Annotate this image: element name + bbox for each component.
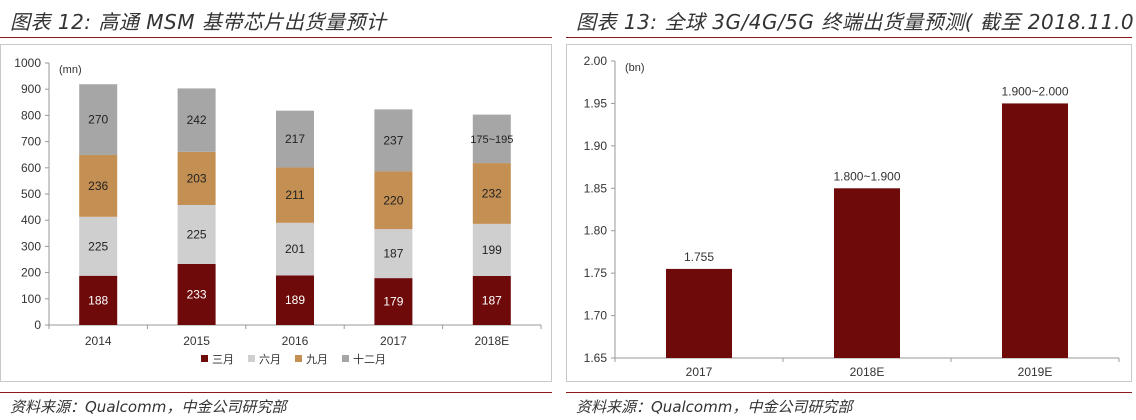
bar [834,188,900,358]
legend-swatch [295,355,302,362]
x-tick-label: 2015 [183,334,210,348]
y-tick-label: 1.95 [584,96,608,110]
data-label: 211 [285,188,304,202]
data-label: 189 [285,293,305,307]
y-tick-label: 800 [21,108,41,122]
legend-swatch [201,355,208,362]
data-label: 237 [383,133,403,147]
y-tick-label: 600 [21,161,41,175]
y-tick-label: 1.85 [584,181,608,195]
y-unit-label: (bn) [625,62,645,74]
data-label: 203 [187,171,207,185]
bar [666,268,732,358]
legend-swatch [342,355,349,362]
data-label: 1.800~1.900 [833,169,900,183]
left-chart-frame: 0 100 200 300 400 500 600 700 800 900 1000 (mn) 2014… [0,44,552,382]
y-tick-label: 1000 [14,56,41,70]
legend-label: 三月 [212,354,234,366]
y-tick-label: 900 [21,82,41,96]
y-tick-label: 100 [21,292,41,306]
bar-segment [472,276,511,325]
y-tick-label: 0 [34,318,41,332]
y-tick-label: 1.80 [584,224,608,238]
bar-segment [374,278,413,325]
x-tick-label: 2017 [686,365,713,379]
bar-segment [79,275,118,325]
bar-segment [276,110,314,168]
y-tick-label: 500 [21,187,41,201]
y-tick-label: 300 [21,239,41,253]
x-tick-label: 2018E [474,334,509,348]
data-label: 217 [285,132,305,146]
x-tick-label: 2019E [1018,365,1053,379]
bar-segment [177,205,216,264]
data-label: 175~195 [470,134,513,146]
y-unit-label: (mn) [59,64,82,76]
x-tick-label: 2017 [380,334,407,348]
data-label: 1.900~2.000 [1001,84,1068,98]
right-figure-panel: 图表 13: 全球 3G/4G/5G 终端出货量预测( 截至 2018.11.0… [566,0,1136,420]
bar-segment [79,216,118,276]
bar-segment [177,263,216,325]
bar-segment [276,222,314,276]
x-tick-label: 2016 [282,334,309,348]
y-tick-label: 1.75 [584,266,608,280]
data-label: 201 [285,242,305,256]
y-tick-label: 2.00 [584,54,608,68]
right-figure-title: 图表 13: 全球 3G/4G/5G 终端出货量预测( 截至 2018.11.0… [576,10,1136,34]
legend-swatch [248,355,255,362]
bar-segment [472,114,511,164]
data-label: 242 [187,113,207,127]
legend-label: 六月 [259,353,281,366]
left-source-rule [0,392,552,393]
data-label: 188 [88,293,108,307]
bar-segment [374,229,413,279]
right-source-rule [566,392,1132,393]
x-tick-label: 2018E [850,365,885,379]
data-label: 270 [88,113,108,127]
bar [1002,103,1068,358]
right-chart-frame: 1.65 1.70 1.75 1.80 1.85 1.90 1.95 2.00 (bn) 2017… [566,44,1132,382]
y-tick-label: 1.65 [584,351,608,365]
left-figure-panel: 图表 12: 高通 MSM 基带芯片出货量预计 0 100 200 300 400 500… [0,0,556,420]
data-label: 187 [482,294,502,308]
y-tick-label: 200 [21,266,41,280]
data-label: 232 [482,186,502,200]
data-label: 225 [88,239,108,253]
bar-segment [276,167,314,223]
right-source-note: 资料来源：Qualcomm，中金公司研究部 [576,398,853,416]
bar-segment [374,171,413,230]
left-source-note: 资料来源：Qualcomm，中金公司研究部 [10,398,287,416]
legend-label: 十二月 [353,352,386,366]
y-tick-label: 1.90 [584,139,608,153]
bar-segment [79,154,118,217]
bar-segment [374,109,413,172]
data-label: 199 [482,243,502,257]
x-tick-label: 2014 [85,334,112,348]
legend-label: 九月 [306,353,328,366]
data-label: 187 [383,247,403,261]
right-title-rule [566,37,1132,38]
msm-shipments-chart: 0 100 200 300 400 500 600 700 800 900 1000 (mn) 2014… [14,56,542,366]
data-label: 236 [88,179,108,193]
bar-segment [472,163,511,224]
bar-segment [276,275,314,325]
data-label: 225 [187,227,207,241]
data-label: 233 [187,287,207,301]
left-title-rule [0,37,552,38]
bar-segment [177,88,216,152]
bar-segment [79,84,118,155]
left-figure-title: 图表 12: 高通 MSM 基带芯片出货量预计 [10,10,387,34]
bar-segment [177,151,216,206]
y-tick-label: 700 [21,135,41,149]
data-label: 179 [383,295,403,309]
data-label: 220 [383,193,403,207]
bar-segment [472,223,511,277]
y-tick-label: 400 [21,213,41,227]
data-label: 1.755 [684,250,714,264]
y-tick-label: 1.70 [584,309,608,323]
terminal-shipments-chart: 1.65 1.70 1.75 1.80 1.85 1.90 1.95 2.00 (bn) 2017… [584,54,1120,379]
